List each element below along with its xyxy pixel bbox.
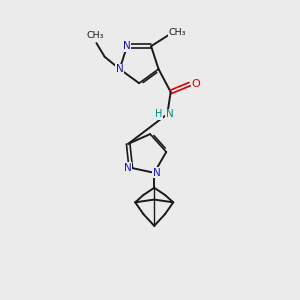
Text: N: N <box>123 41 131 51</box>
Text: CH₃: CH₃ <box>169 28 186 37</box>
Text: CH₃: CH₃ <box>86 31 104 40</box>
Text: N: N <box>166 109 173 119</box>
Text: N: N <box>124 163 132 173</box>
Text: H: H <box>155 109 163 119</box>
Text: O: O <box>191 79 200 89</box>
Text: N: N <box>152 168 160 178</box>
Text: N: N <box>116 64 124 74</box>
